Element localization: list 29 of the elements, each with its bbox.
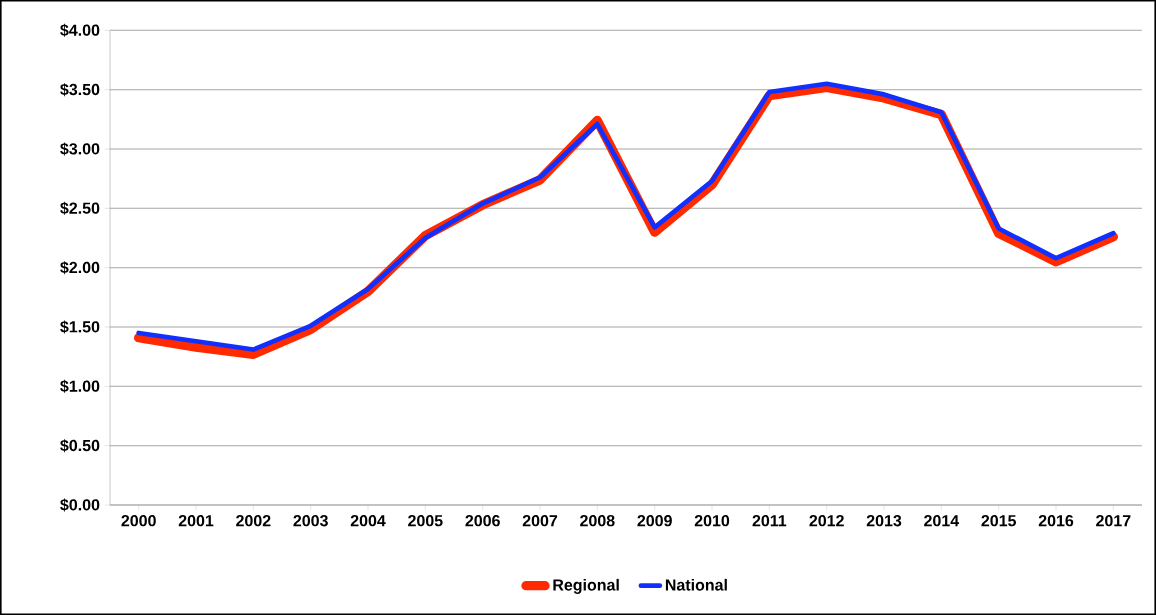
x-tick-label: 2005: [408, 515, 443, 527]
x-tick-label: 2010: [694, 515, 730, 527]
x-tick-label: 2008: [580, 515, 615, 527]
y-tick-label: $1.00: [60, 379, 100, 393]
x-tick-label: 2012: [809, 515, 844, 527]
x-tick-label: 2007: [522, 515, 558, 527]
x-tick-label: 2015: [981, 515, 1017, 527]
legend-label: National: [665, 578, 727, 591]
x-tick-label: 2006: [465, 515, 500, 527]
y-tick-label: $3.50: [60, 83, 100, 97]
x-tick-label: 2017: [1096, 515, 1131, 527]
y-tick-label: $2.00: [60, 261, 100, 275]
x-tick-label: 2009: [637, 515, 672, 527]
x-tick-label: 2003: [293, 515, 328, 527]
y-tick-label: $0.50: [60, 439, 100, 453]
y-tick-label: $0.00: [60, 498, 100, 512]
y-tick-label: $3.00: [60, 142, 100, 156]
x-tick-label: 2001: [178, 515, 214, 527]
x-tick-label: 2016: [1038, 515, 1074, 527]
y-tick-label: $2.50: [60, 201, 100, 215]
y-tick-label: $4.00: [60, 23, 100, 37]
x-tick-label: 2011: [752, 515, 787, 527]
legend-label: Regional: [553, 578, 619, 594]
x-tick-label: 2004: [350, 515, 386, 527]
x-tick-label: 2000: [121, 515, 156, 527]
x-tick-label: 2014: [924, 515, 960, 527]
x-tick-label: 2013: [866, 515, 902, 527]
x-tick-label: 2002: [236, 515, 271, 527]
y-tick-label: $1.50: [60, 320, 100, 334]
